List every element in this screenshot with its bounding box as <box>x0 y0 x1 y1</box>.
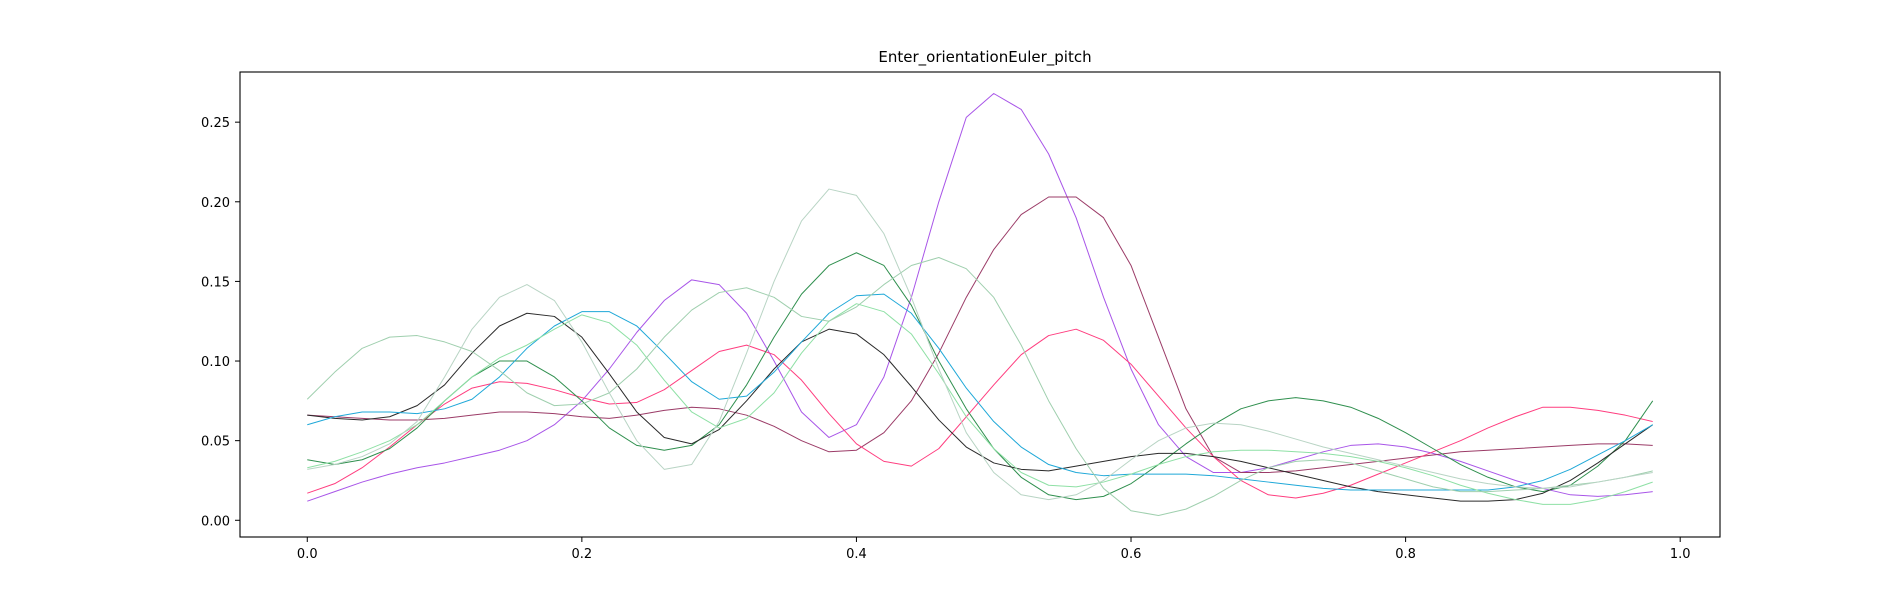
series-line-3 <box>307 328 1653 499</box>
series-line-2 <box>307 196 1653 474</box>
chart-title: Enter_orientationEuler_pitch <box>878 48 1091 67</box>
series-line-5 <box>307 312 1654 502</box>
y-axis-ticks: 0.00 0.05 0.10 0.15 0.20 0.25 <box>201 116 240 529</box>
series-line-4 <box>307 252 1654 501</box>
y-tick-label: 0.25 <box>201 116 230 131</box>
y-tick-label: 0.10 <box>201 355 230 370</box>
x-tick-label: 0.2 <box>572 547 593 562</box>
plot-frame <box>239 71 1721 538</box>
y-tick-label: 0.05 <box>201 435 230 450</box>
x-tick-label: 0.6 <box>1121 547 1142 562</box>
y-tick-label: 0.15 <box>201 275 230 290</box>
series-line-6 <box>307 293 1653 491</box>
x-axis-ticks: 0.0 0.2 0.4 0.6 0.8 1.0 <box>297 537 1691 562</box>
x-tick-label: 1.0 <box>1670 547 1691 562</box>
y-tick-label: 0.20 <box>201 196 230 211</box>
series-line-9 <box>307 188 1653 501</box>
series-line-7 <box>307 303 1653 505</box>
series-lines <box>306 93 1654 516</box>
x-tick-label: 0.4 <box>846 547 867 562</box>
series-line-1 <box>307 93 1653 502</box>
series-line-8 <box>306 257 1653 516</box>
x-tick-label: 0.0 <box>297 547 318 562</box>
x-tick-label: 0.8 <box>1395 547 1416 562</box>
y-tick-label: 0.00 <box>201 514 230 529</box>
